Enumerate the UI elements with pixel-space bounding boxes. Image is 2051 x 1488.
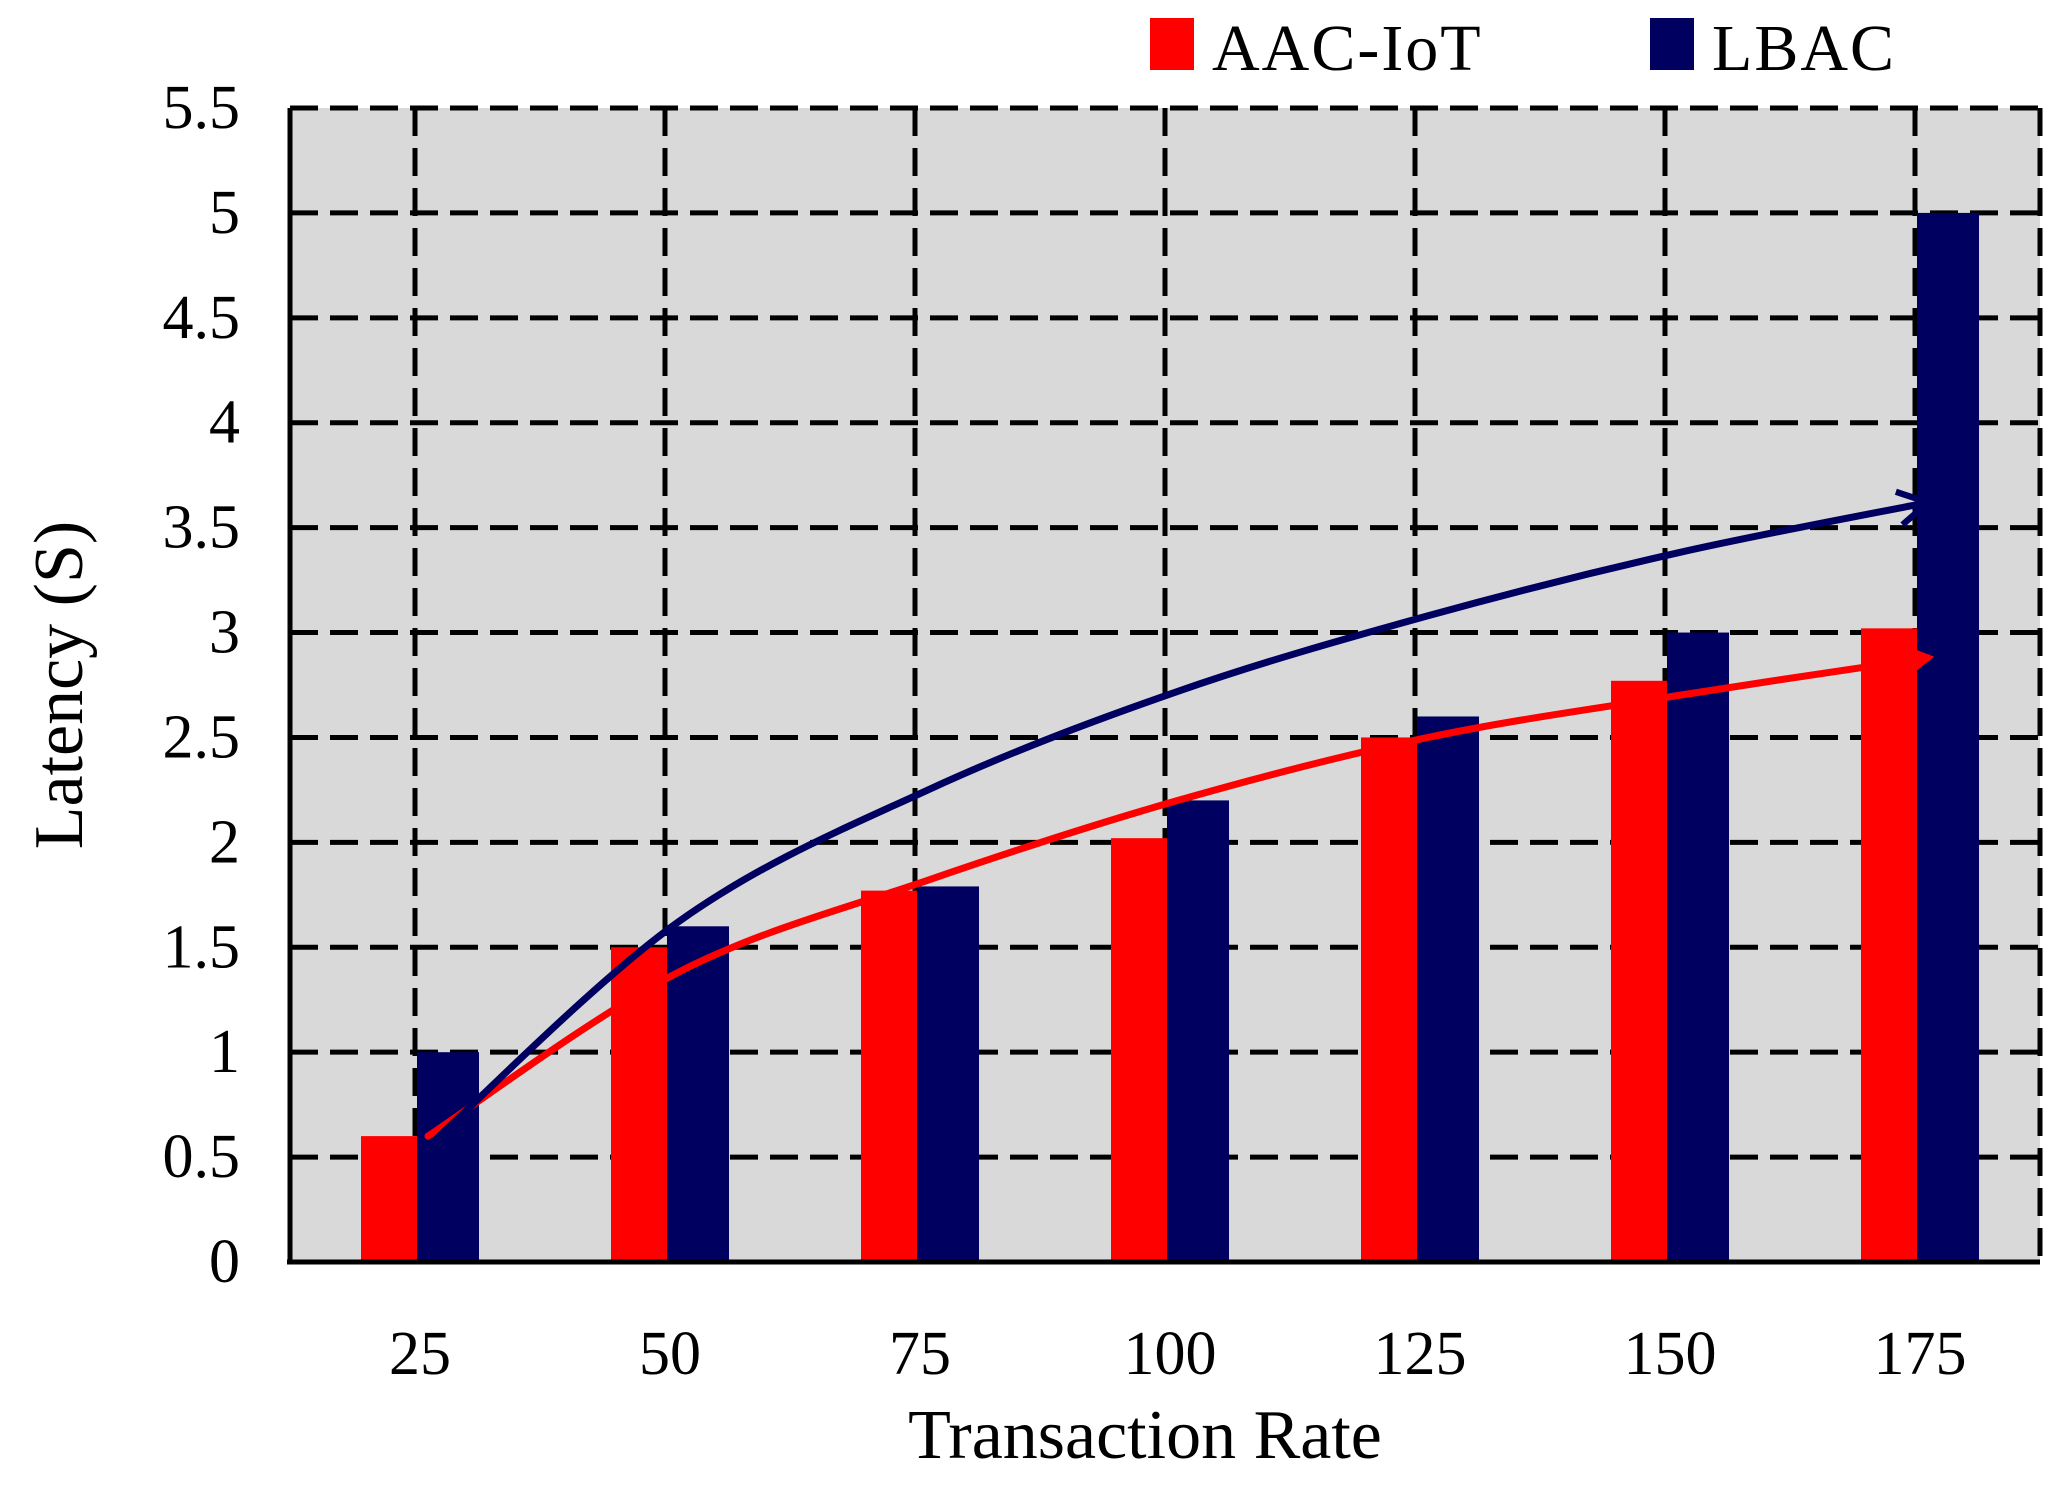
y-tick-label: 3.5 [163,494,241,562]
bar-aac-iot-75 [861,890,923,1262]
trend-line-aac-iot [424,642,1935,1140]
bar-lbac-100 [1167,800,1229,1262]
bar-lbac-75 [917,886,979,1262]
x-axis-title: Transaction Rate [908,1397,1382,1474]
y-tick-label: 4 [209,389,240,457]
trend-lines [424,488,1935,1151]
bar-aac-iot-100 [1111,838,1173,1262]
y-tick-label: 3 [209,599,240,667]
x-tick-label: 150 [1624,1320,1717,1388]
bar-aac-iot-175 [1861,628,1923,1262]
x-tick-label: 75 [889,1320,951,1388]
y-tick-label: 1.5 [163,913,241,981]
y-tick-label: 1 [209,1018,240,1086]
bar-lbac-50 [667,926,729,1262]
trend-line-lbac [424,488,1935,1151]
y-tick-label: 5.5 [163,74,241,142]
y-tick-label: 2.5 [163,703,241,771]
legend-swatch [1650,18,1694,70]
x-tick-label: 100 [1124,1320,1217,1388]
bar-aac-iot-25 [361,1136,423,1262]
bar-aac-iot-150 [1611,680,1673,1262]
x-tick-label: 175 [1874,1320,1967,1388]
x-tick-label: 50 [639,1320,701,1388]
y-tick-label: 5 [209,179,240,247]
legend-label: LBAC [1712,12,1896,85]
x-tick-labels: 25 50 75 100 125 150 175 [389,1320,1967,1388]
legend-swatch [1150,18,1194,70]
bar-lbac-150 [1667,632,1729,1262]
legend-label: AAC-IoT [1212,12,1483,85]
bar-aac-iot-50 [611,947,673,1262]
bar-lbac-125 [1417,716,1479,1262]
y-tick-label: 2 [209,808,240,876]
x-tick-label: 125 [1374,1320,1467,1388]
axes [287,108,2040,1265]
y-tick-label: 4.5 [163,284,241,352]
bars [361,212,1979,1263]
bar-lbac-175 [1917,212,1979,1263]
legend: AAC-IoT LBAC [1150,12,1896,85]
x-tick-label: 25 [389,1320,451,1388]
bar-lbac-25 [417,1052,479,1262]
y-tick-label: 0.5 [163,1123,241,1191]
y-axis-title: Latency (S) [21,521,98,849]
y-tick-label: 0 [209,1228,240,1296]
y-tick-labels: 0 0.5 1 1.5 2 2.5 3 3.5 4 4.5 5 5.5 [163,74,241,1296]
bar-aac-iot-125 [1361,737,1423,1262]
